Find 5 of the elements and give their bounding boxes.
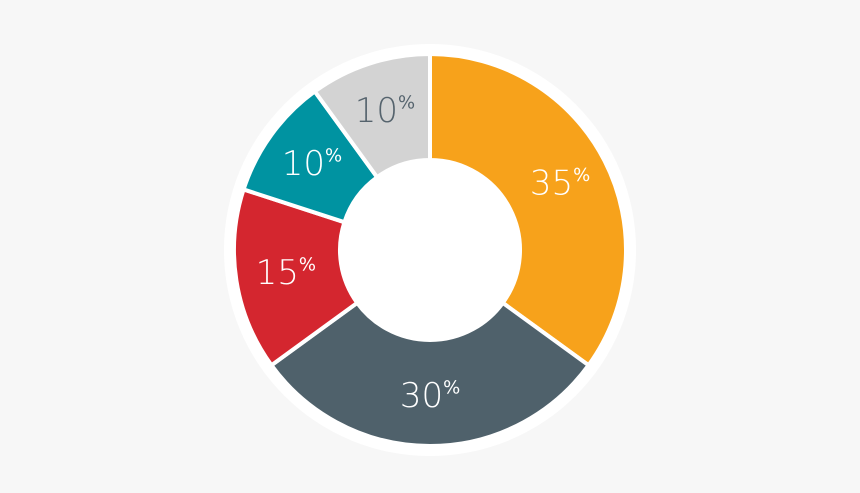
data-label: 10% (354, 91, 416, 132)
data-label: 10% (282, 144, 342, 184)
data-label: 15% (256, 252, 316, 293)
data-label: 35% (530, 164, 590, 204)
data-label: 30% (400, 376, 460, 416)
